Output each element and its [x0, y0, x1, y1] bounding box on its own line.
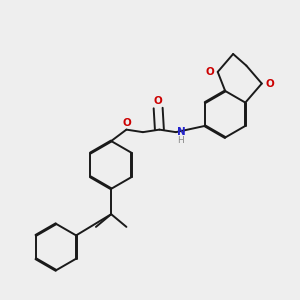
Text: O: O [154, 96, 163, 106]
Text: H: H [177, 136, 184, 145]
Text: N: N [177, 127, 186, 136]
Text: O: O [266, 79, 274, 88]
Text: O: O [122, 118, 131, 128]
Text: O: O [206, 67, 214, 77]
